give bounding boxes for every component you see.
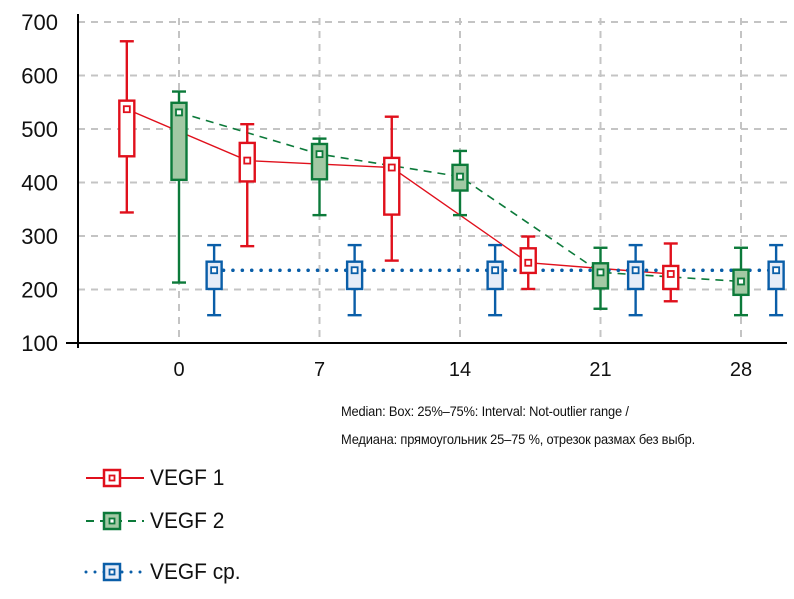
box-vegf1 [118, 40, 136, 214]
y-axis-ticks: 100 200 300 400 500 600 700 [21, 10, 58, 356]
box-vegf-mean [626, 243, 645, 317]
legend-item-vegf1: VEGF 1 [84, 463, 228, 493]
box-vegf-mean [767, 243, 785, 317]
annotation-line-1: Median: Box: 25%–75%: Interval: Not-outl… [341, 403, 629, 419]
boxplot-chart: 100 200 300 400 500 600 700 0 7 14 21 28 [21, 10, 787, 381]
iqr-box [170, 101, 188, 182]
legend-marker-vegf1 [86, 468, 144, 488]
y-tick-label: 300 [21, 224, 58, 249]
y-tick-label: 400 [21, 171, 58, 196]
iqr-box [345, 260, 364, 291]
annotation-line-2: Медиана: прямоугольник 25–75 %, отрезок … [341, 431, 695, 447]
legend-label-vegf1: VEGF 1 [150, 465, 225, 490]
box-vegf2 [451, 149, 469, 217]
legend-item-vegf-mean: VEGF ср. [84, 557, 245, 587]
legend-marker-vegf2 [86, 511, 144, 531]
y-tick-label: 100 [21, 331, 58, 356]
box-vegf1 [662, 242, 680, 303]
legend-label-vegf2: VEGF 2 [150, 508, 225, 533]
box-vegf2 [170, 90, 188, 284]
iqr-box [118, 99, 136, 158]
box-vegf2 [591, 246, 610, 310]
y-tick-label: 600 [21, 64, 58, 89]
median-marker [631, 266, 640, 275]
y-tick-label: 200 [21, 278, 58, 303]
median-marker [737, 277, 745, 286]
box-vegf-mean [486, 243, 504, 317]
x-axis-ticks: 0 7 14 21 28 [173, 359, 752, 381]
series-lines [126, 108, 778, 283]
series-boxes [118, 40, 785, 317]
median-marker [456, 172, 464, 181]
median-marker [350, 266, 359, 275]
grid [78, 18, 787, 343]
box-vegf2 [732, 246, 750, 317]
x-tick-label: 14 [449, 359, 471, 381]
median-marker [122, 105, 131, 114]
iqr-box [626, 260, 645, 291]
y-tick-label: 700 [21, 10, 58, 35]
iqr-box [767, 260, 785, 291]
iqr-box [205, 260, 223, 291]
legend-marker-vegf-mean [84, 562, 146, 582]
median-marker [491, 266, 500, 275]
y-tick-label: 500 [21, 117, 58, 142]
iqr-box [310, 142, 329, 181]
x-tick-label: 7 [314, 359, 325, 381]
median-marker [387, 163, 396, 172]
median-marker [243, 156, 252, 165]
median-marker [175, 108, 183, 117]
median-marker [524, 258, 533, 267]
box-vegf1 [519, 235, 537, 291]
median-marker [596, 268, 605, 277]
x-tick-label: 28 [730, 359, 752, 381]
median-marker [666, 270, 675, 278]
box-vegf-mean [345, 243, 364, 317]
box-vegf1 [383, 115, 401, 262]
box-vegf1 [238, 122, 256, 248]
box-vegf-mean [205, 243, 223, 317]
median-marker [210, 266, 219, 275]
legend-label-vegf-mean: VEGF ср. [150, 559, 241, 584]
box-vegf2 [310, 137, 329, 217]
x-tick-label: 0 [173, 359, 184, 381]
series-line-vegf2 [178, 111, 742, 283]
legend-item-vegf2: VEGF 2 [84, 506, 228, 536]
axes [66, 14, 787, 348]
median-marker [772, 266, 781, 275]
x-tick-label: 21 [589, 359, 611, 381]
iqr-box [486, 260, 504, 291]
median-marker [315, 150, 324, 159]
iqr-box [383, 156, 401, 216]
